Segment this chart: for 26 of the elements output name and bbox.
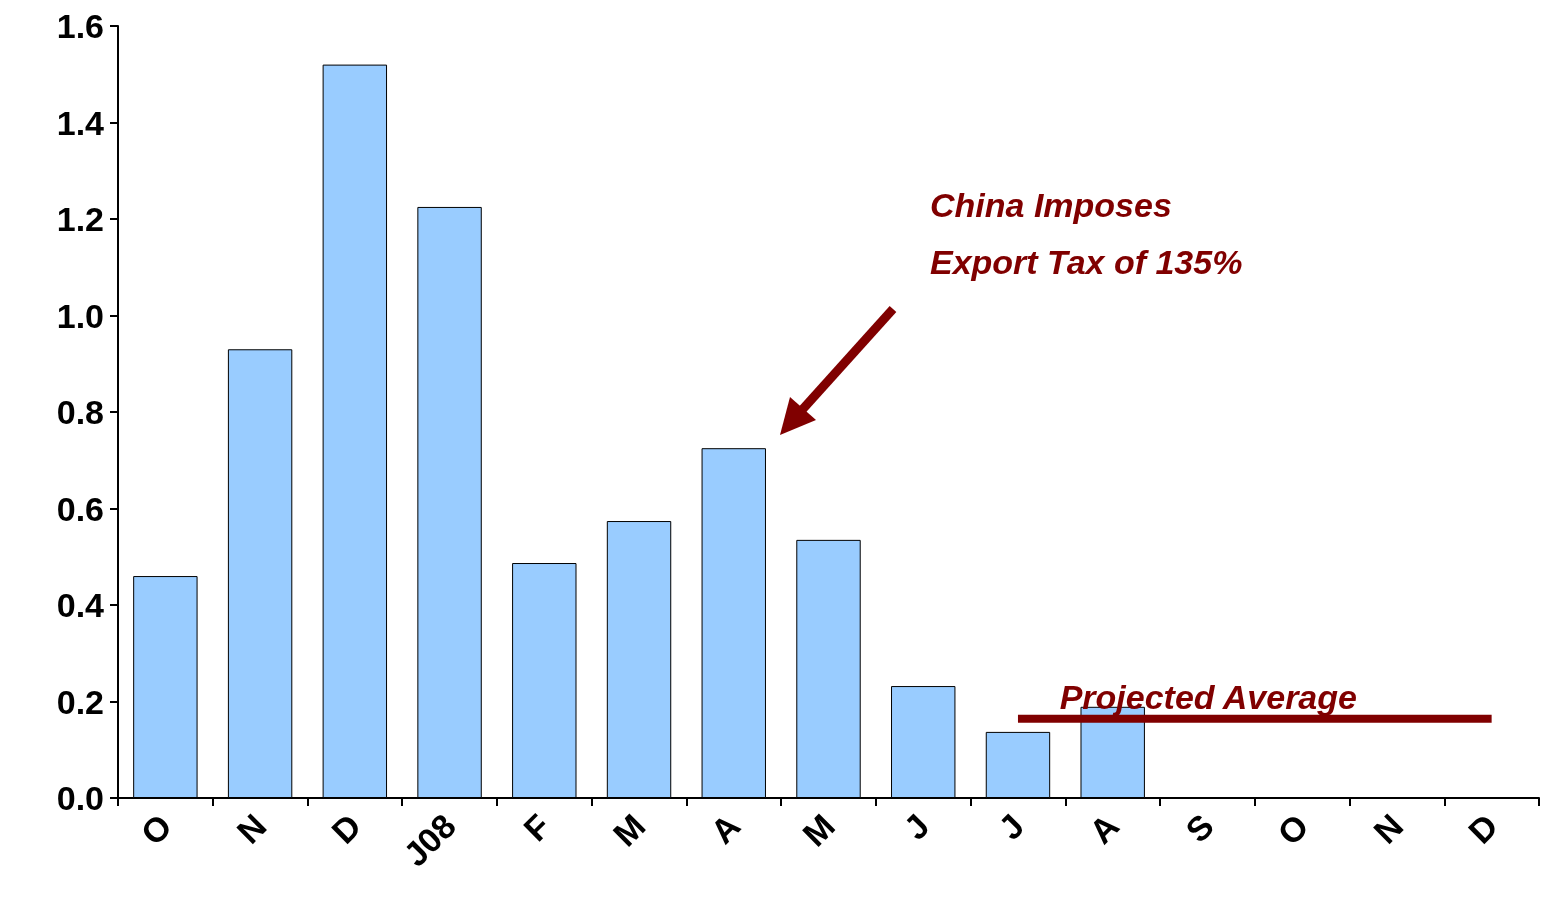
x-tick-label: J bbox=[991, 806, 1032, 847]
x-tick-label: D bbox=[324, 806, 369, 851]
x-tick-label: A bbox=[1081, 806, 1127, 851]
x-tick-label: O bbox=[133, 806, 179, 853]
series-label: Projected Average bbox=[1059, 677, 1357, 716]
y-tick-label: 1.4 bbox=[56, 103, 105, 142]
y-tick-label: 0.8 bbox=[56, 393, 104, 431]
x-tick-label: N bbox=[1366, 806, 1411, 851]
x-tick-label: D bbox=[1460, 806, 1506, 851]
x-tick-label: M bbox=[605, 806, 653, 854]
y-tick-label: 0.4 bbox=[56, 586, 105, 624]
y-tick-label: 1.2 bbox=[56, 200, 104, 238]
x-tick-label: S bbox=[1177, 806, 1221, 850]
x-tick-label: N bbox=[229, 806, 274, 851]
y-tick-label: 0.6 bbox=[56, 489, 104, 528]
x-tick-label: J bbox=[896, 806, 937, 847]
y-tick-label: 0.0 bbox=[56, 779, 104, 817]
annotation: China Imposes Export Tax of 135% bbox=[930, 185, 1243, 281]
x-tick-label: M bbox=[795, 806, 842, 854]
x-tick-label: O bbox=[1270, 806, 1316, 853]
y-tick-label: 0.2 bbox=[56, 682, 104, 721]
x-tick-label: J08 bbox=[396, 806, 463, 874]
x-tick-label: F bbox=[516, 806, 558, 849]
y-tick-label: 1.6 bbox=[56, 7, 104, 45]
x-tick-label: A bbox=[702, 806, 748, 851]
y-tick-label: 1.0 bbox=[56, 296, 104, 335]
